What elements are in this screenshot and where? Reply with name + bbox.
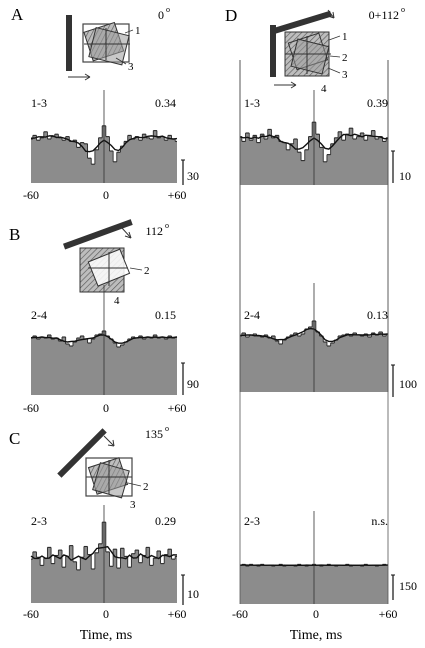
- panel-letter-d: D: [225, 6, 237, 25]
- panel-letter-c: C: [9, 429, 20, 448]
- cross-correlograms: [30, 60, 395, 605]
- x-tick-label: -60: [232, 607, 248, 621]
- light-bar: [57, 428, 107, 478]
- coef-label-a: 0.34: [155, 96, 176, 110]
- scale-value-d3: 150: [399, 579, 417, 593]
- motion-arrow-head: [290, 81, 297, 89]
- coef-label-d1: 0.39: [367, 96, 388, 110]
- panel-a-angle: 0: [158, 8, 164, 22]
- motion-arrow: [103, 435, 115, 447]
- x-tick-label: +60: [168, 188, 187, 202]
- motion-arrow-head: [327, 11, 335, 19]
- x-axis-title-right: Time, ms: [290, 628, 342, 643]
- panel-d-angle: 0+112: [369, 8, 399, 22]
- panel-letter-b: B: [9, 225, 20, 244]
- coef-label-b: 0.15: [155, 308, 176, 322]
- pair-label-d3: 2-3: [244, 514, 260, 528]
- rf-label-1: 1: [342, 31, 348, 43]
- rf-label-4: 4: [114, 295, 120, 307]
- light-bar: [66, 15, 72, 71]
- light-bar: [63, 219, 133, 250]
- scale-value-d2: 100: [399, 377, 417, 391]
- panel-b-degree: o: [165, 221, 169, 230]
- panel-letter-a: A: [11, 5, 24, 24]
- label-leader: [129, 267, 143, 271]
- panel-b-angle: 112: [145, 224, 163, 238]
- x-tick-label: 0: [103, 607, 109, 621]
- scale-value-b: 90: [187, 377, 199, 391]
- x-tick-label: -60: [23, 401, 39, 415]
- light-bar-horizontal: [270, 10, 332, 35]
- label-leader: [115, 57, 127, 65]
- stimulus-diagram-b: 2 4: [63, 219, 150, 307]
- label-leader: [127, 482, 142, 487]
- x-tick-label: 0: [103, 401, 109, 415]
- motion-arrow-head: [124, 231, 132, 239]
- label-leader: [327, 67, 341, 74]
- x-axis-title-left: Time, ms: [80, 628, 132, 643]
- pair-label-b: 2-4: [31, 308, 47, 322]
- rf-label-1: 1: [135, 25, 141, 37]
- rf-label-2: 2: [144, 265, 150, 277]
- receptive-field-frame: [82, 23, 130, 63]
- receptive-field-3: [88, 26, 130, 66]
- motion-arrow-head: [107, 439, 115, 447]
- rf-label-2: 2: [143, 481, 149, 493]
- pair-label-c: 2-3: [31, 514, 47, 528]
- pair-label-d2: 2-4: [244, 308, 260, 322]
- stimulus-diagram-d: 1 2 3 4: [270, 9, 348, 95]
- x-tick-label: +60: [379, 607, 398, 621]
- label-leader: [329, 55, 341, 58]
- motion-arrow-head: [84, 73, 91, 81]
- stimulus-diagram-c: 2 3: [57, 428, 149, 511]
- rf-label-3: 3: [342, 69, 348, 81]
- rf-label-2: 2: [342, 52, 348, 64]
- x-tick-label: +60: [168, 607, 187, 621]
- label-leader: [124, 29, 134, 34]
- coef-label-d3: n.s.: [371, 514, 388, 528]
- coef-label-c: 0.29: [155, 514, 176, 528]
- motion-arrow: [121, 227, 132, 239]
- scale-value-a: 30: [187, 169, 199, 183]
- x-tick-label: +60: [168, 401, 187, 415]
- x-tick-label: 0: [313, 607, 319, 621]
- receptive-field-3: [92, 462, 130, 499]
- label-leader: [328, 35, 341, 41]
- pair-label-d1: 1-3: [244, 96, 260, 110]
- x-tick-label: 0: [103, 188, 109, 202]
- rf-label-4: 4: [321, 83, 327, 95]
- panel-d-degree: o: [401, 5, 405, 14]
- coef-label-d2: 0.13: [367, 308, 388, 322]
- panel-c-angle: 135: [145, 427, 163, 441]
- rf-label-3: 3: [130, 499, 136, 511]
- scale-value-c: 10: [187, 587, 199, 601]
- x-tick-label: -60: [23, 607, 39, 621]
- light-bar-vertical: [270, 25, 276, 77]
- x-tick-label: -60: [23, 188, 39, 202]
- stimulus-diagram-a: 1 3: [66, 15, 141, 81]
- panel-c-degree: o: [165, 424, 169, 433]
- pair-label-a: 1-3: [31, 96, 47, 110]
- panel-a-degree: o: [166, 5, 170, 14]
- rf-label-3: 3: [128, 61, 134, 73]
- scale-value-d1: 10: [399, 169, 411, 183]
- motion-arrow: [327, 9, 335, 19]
